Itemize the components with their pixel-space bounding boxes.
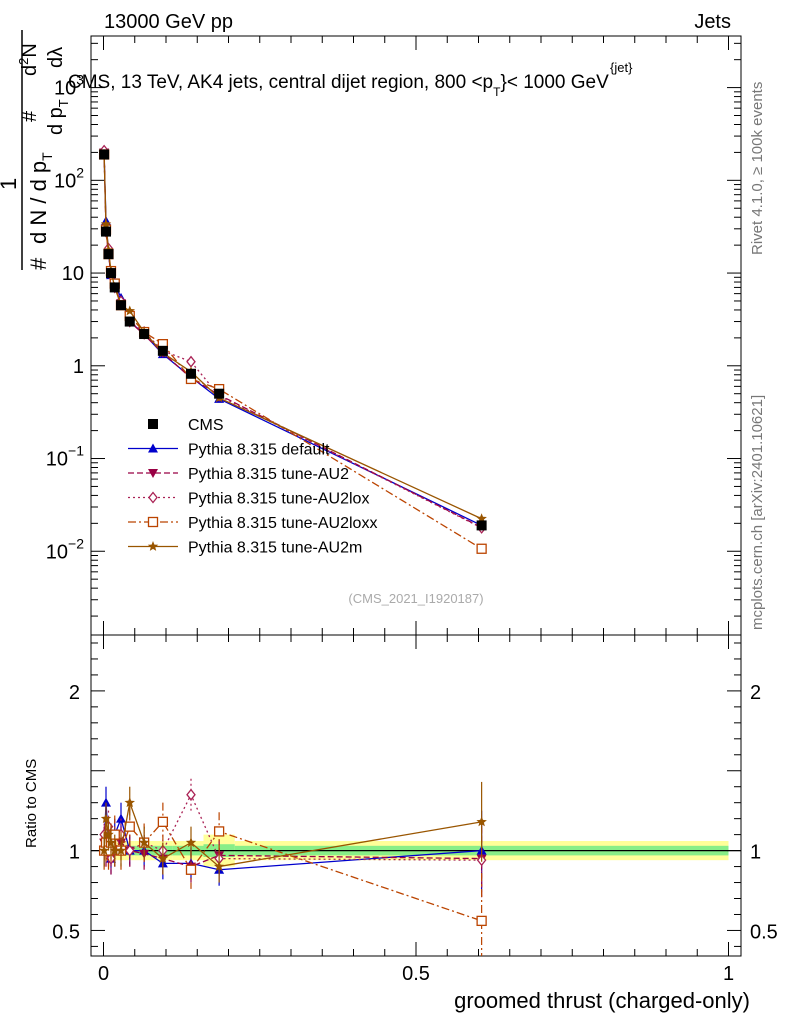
- main-point-series-3: [476, 543, 487, 554]
- chart-title-sup: {jet}: [610, 60, 633, 75]
- y-tick-label-main: 10−1: [46, 443, 84, 471]
- chart-title-sub: T: [493, 85, 501, 99]
- legend-label-series-3: Pythia 8.315 tune-AU2loxx: [188, 515, 377, 532]
- y-tick-label-main: 103: [54, 72, 84, 100]
- y-tick-label-main: 1: [73, 356, 84, 378]
- ratio-tick-label-left: 0.5: [52, 921, 80, 943]
- cms-data-point: [116, 300, 126, 311]
- ratio-point-series-4: [157, 853, 169, 863]
- cms-data-point: [214, 388, 225, 399]
- cms-data-point: [186, 368, 196, 379]
- y-tick-label-main: 10: [62, 263, 84, 285]
- ratio-point-series-0: [116, 813, 126, 823]
- x-tick-label: 1: [723, 963, 734, 985]
- ylabel-dlambda: dλ: [45, 47, 67, 68]
- ylabel-d2: d2N: [16, 43, 41, 76]
- ratio-point-series-3: [213, 826, 225, 837]
- chart-title: CMS, 13 TeV, AK4 jets, central dijet reg…: [68, 72, 609, 99]
- main-line-series-4: [103, 154, 482, 520]
- ratio-point-series-4: [109, 845, 120, 855]
- legend-label-series-0: Pythia 8.315 default: [188, 442, 330, 459]
- ylabel-hash-2: #: [19, 110, 41, 122]
- ylabel-dN: d N / d pT: [26, 152, 55, 244]
- axis-tick-labels: 10−2 10−1 1 10 102 103 0.5 0.5 1 1 2 2 0 0.5 1: [46, 72, 778, 985]
- ratio-point-series-0: [101, 797, 111, 807]
- legend-marker-series-2: [148, 491, 158, 504]
- ratio-point-series-3: [185, 864, 197, 875]
- ratio-ylabel: Ratio to CMS: [23, 759, 40, 848]
- ratio-point-series-4: [103, 829, 114, 840]
- x-axis-label: groomed thrust (charged-only): [454, 988, 750, 1013]
- ratio-point-series-4: [100, 813, 112, 824]
- ratio-point-series-3: [476, 915, 487, 927]
- ratio-point-series-4: [213, 861, 225, 871]
- cms-data-point: [103, 249, 114, 260]
- legend-label-series-4: Pythia 8.315 tune-AU2m: [188, 540, 362, 557]
- ratio-point-series-4: [476, 816, 487, 827]
- main-point-series-4: [124, 305, 135, 316]
- cms-data-point: [99, 149, 110, 160]
- analysis-watermark: (CMS_2021_I1920187): [348, 591, 483, 606]
- main-point-series-2: [186, 355, 196, 368]
- legend-marker-series-3: [147, 516, 159, 528]
- ratio-point-series-3: [157, 816, 169, 828]
- rivet-label: Rivet 4.1.0, ≥ 100k events: [749, 82, 766, 255]
- cms-data-point: [124, 316, 135, 327]
- legend-marker-series-1: [148, 469, 158, 478]
- cms-data-point: [101, 226, 111, 237]
- ratio-point-series-4: [124, 797, 135, 808]
- y-tick-label-main: 102: [54, 164, 84, 192]
- ylabel-one: 1: [0, 178, 21, 190]
- ratio-point-series-4: [185, 837, 197, 848]
- ratio-series-layer: [98, 778, 487, 956]
- legend-cms-marker: [148, 419, 158, 429]
- ratio-tick-label-right: 1: [750, 842, 761, 864]
- chart-title-rest: }< 1000 GeV: [500, 72, 609, 93]
- ratio-tick-label-right: 2: [750, 682, 761, 704]
- legend: CMS Pythia 8.315 default Pythia 8.315 tune…: [128, 417, 377, 557]
- legend-marker-series-0: [148, 443, 158, 453]
- cms-data-point: [106, 268, 116, 279]
- cms-data-point: [139, 329, 150, 340]
- cms-data-point: [476, 520, 487, 531]
- legend-label-series-1: Pythia 8.315 tune-AU2: [188, 466, 349, 483]
- header-left: 13000 GeV pp: [104, 11, 233, 33]
- ylabel-hash-1: #: [26, 257, 51, 270]
- y-axis-label: # 1 d N / d pT # d pT d2N dλ: [0, 30, 71, 270]
- ratio-point-series-2: [124, 844, 135, 857]
- ratio-tick-label-right: 0.5: [750, 921, 778, 943]
- axis-ticks: [91, 36, 741, 956]
- legend-cms-label: CMS: [188, 417, 224, 434]
- ratio-point-series-4: [138, 837, 150, 848]
- legend-marker-series-4: [147, 541, 159, 551]
- ratio-tick-label-left: 2: [69, 682, 80, 704]
- header-right: Jets: [694, 11, 731, 33]
- legend-label-series-2: Pythia 8.315 tune-AU2lox: [188, 491, 369, 508]
- ratio-point-series-2: [186, 788, 196, 801]
- ratio-line-series-3: [103, 820, 482, 922]
- x-tick-label: 0.5: [402, 963, 430, 985]
- cms-uncertainty-bands: [91, 834, 741, 867]
- cms-data-point: [157, 345, 168, 356]
- y-tick-label-main: 10−2: [46, 535, 84, 563]
- main-point-series-4: [100, 218, 112, 229]
- mcplots-label: mcplots.cern.ch [arXiv:2401.10621]: [749, 395, 766, 630]
- main-series-layer: [98, 144, 487, 554]
- ratio-point-series-4: [105, 837, 117, 848]
- cms-data-point: [109, 282, 120, 293]
- ratio-point-series-4: [115, 845, 127, 855]
- ylabel-dpT: d pT: [45, 99, 71, 135]
- ratio-point-series-4: [98, 845, 110, 855]
- ratio-tick-label-left: 1: [69, 842, 80, 864]
- chart-title-main: CMS, 13 TeV, AK4 jets, central dijet reg…: [68, 72, 493, 93]
- x-tick-label: 0: [98, 963, 109, 985]
